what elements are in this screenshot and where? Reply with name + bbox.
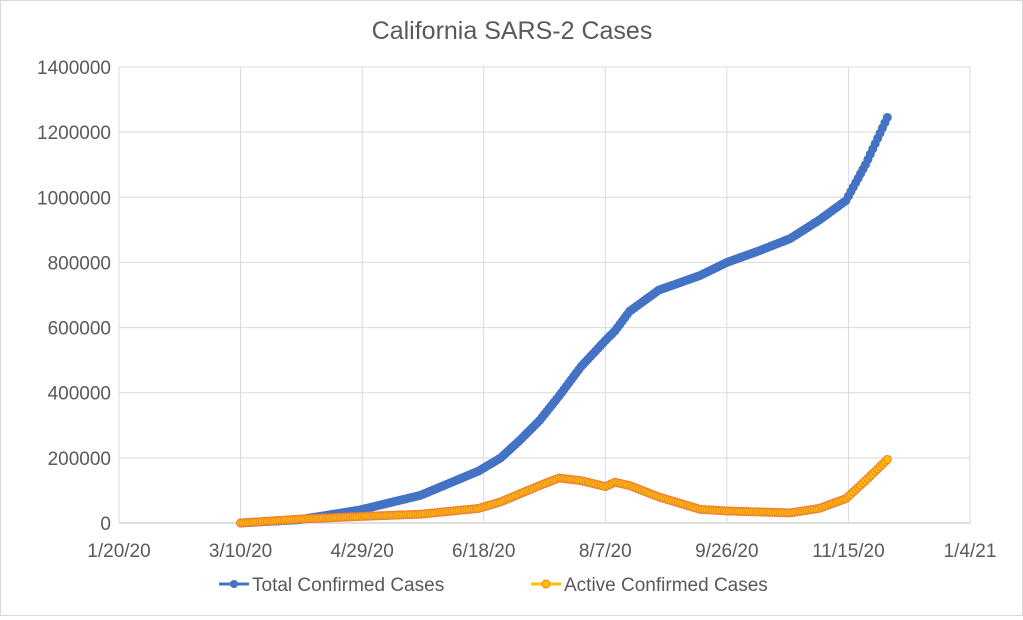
x-tick-label: 1/4/21 [944, 541, 997, 562]
y-tick-label: 1200000 [37, 123, 111, 144]
series-active-confirmed [236, 454, 892, 528]
legend-item-active[interactable]: Active Confirmed Cases [531, 575, 768, 596]
legend-label-active: Active Confirmed Cases [564, 575, 768, 596]
x-tick-label: 9/26/20 [695, 541, 758, 562]
legend-item-total[interactable]: Total Confirmed Cases [219, 575, 444, 596]
gridlines [118, 66, 971, 524]
series-total-confirmed [236, 112, 892, 528]
y-tick-label: 1000000 [37, 188, 111, 209]
y-tick-label: 0 [100, 514, 111, 535]
y-tick-label: 400000 [48, 384, 111, 405]
y-tick-label: 800000 [48, 253, 111, 274]
x-tick-label: 4/29/20 [330, 541, 393, 562]
legend: Total Confirmed Cases Active Confirmed C… [219, 575, 768, 596]
x-tick-label: 3/10/20 [209, 541, 272, 562]
legend-marker-active [541, 579, 551, 589]
legend-marker-total [230, 580, 238, 588]
x-tick-label: 8/7/20 [579, 541, 632, 562]
y-tick-label: 1400000 [37, 58, 111, 79]
y-axis-ticks: 0 200000 400000 600000 800000 1000000 1200000 1… [37, 58, 111, 535]
legend-label-total: Total Confirmed Cases [252, 575, 444, 596]
series-line [240, 116, 889, 525]
data-point [882, 454, 892, 464]
y-tick-label: 200000 [48, 449, 111, 470]
x-axis-ticks: 1/20/20 3/10/20 4/29/20 6/18/20 8/7/20 9/26/2… [87, 541, 996, 562]
series-layer [236, 112, 892, 528]
chart-title: California SARS-2 Cases [372, 17, 653, 45]
data-point [882, 112, 892, 122]
x-tick-label: 1/20/20 [87, 541, 150, 562]
x-tick-label: 6/18/20 [452, 541, 515, 562]
y-tick-label: 600000 [48, 319, 111, 340]
x-tick-label: 11/15/20 [812, 541, 885, 562]
